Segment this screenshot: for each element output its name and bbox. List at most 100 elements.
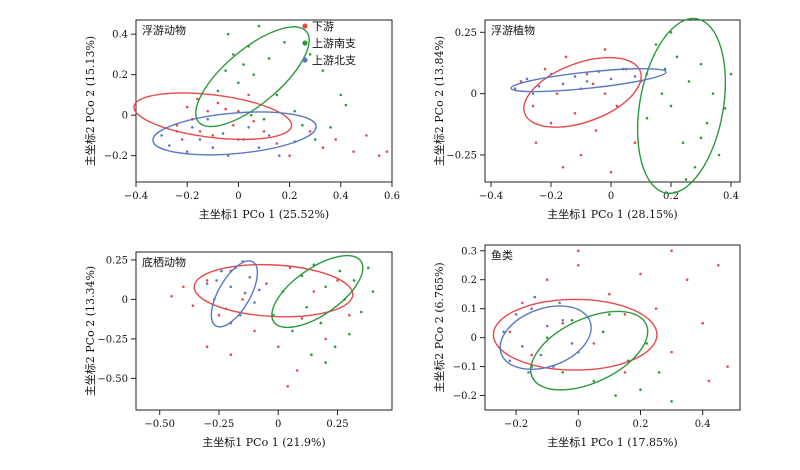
data-point-upstream-south	[305, 306, 308, 309]
data-point-upstream-north	[502, 330, 505, 334]
panel-title: 浮游动物	[142, 23, 186, 37]
data-point-upstream-south	[729, 72, 733, 76]
data-point-upstream-north	[257, 146, 261, 149]
data-point-downstream	[217, 313, 221, 317]
x-tick-label: 0	[608, 191, 614, 202]
x-tick-label: 0.25	[326, 419, 348, 430]
data-point-upstream-north	[167, 144, 171, 147]
data-point-downstream	[555, 92, 559, 95]
data-point-upstream-north	[521, 345, 524, 348]
data-point-downstream	[670, 249, 673, 253]
x-tick-label: 0.4	[333, 191, 349, 202]
data-point-upstream-south	[675, 55, 679, 59]
data-point-upstream-south	[257, 24, 261, 28]
confidence-ellipse-upstream-north	[510, 67, 667, 93]
data-point-upstream-south	[601, 330, 605, 334]
data-point-upstream-south	[321, 69, 325, 72]
data-point-downstream	[543, 67, 547, 71]
data-point-downstream	[198, 130, 202, 133]
data-point-downstream	[573, 111, 577, 115]
data-point-downstream	[592, 342, 596, 345]
data-point-downstream	[564, 55, 568, 59]
y-tick-label: 0	[122, 111, 128, 122]
data-point-downstream	[334, 138, 337, 141]
panel-title: 鱼类	[491, 248, 513, 262]
data-point-upstream-south	[293, 109, 297, 113]
data-point-upstream-south	[657, 371, 661, 374]
y-tick-label: −0.25	[446, 151, 477, 162]
data-point-upstream-south	[310, 353, 313, 357]
data-point-upstream-south	[705, 121, 709, 125]
data-point-upstream-north	[531, 92, 535, 95]
data-point-downstream	[224, 107, 227, 111]
data-point-upstream-south	[262, 117, 266, 121]
data-point-downstream	[521, 301, 524, 305]
data-point-downstream	[308, 130, 312, 133]
data-point-downstream	[216, 101, 220, 105]
data-point-upstream-north	[508, 359, 512, 363]
data-point-upstream-south	[693, 165, 697, 169]
data-point-upstream-south	[226, 32, 230, 36]
data-point-upstream-south	[670, 400, 673, 403]
data-point-upstream-south	[711, 92, 715, 95]
panel-zooplankton: −0.4 −0.2 0 0.2 0.4 0.6 −0.2 0 0.2 0.4 主坐标1 PCo 1 …	[83, 19, 400, 221]
data-point-downstream	[206, 109, 209, 113]
data-point-upstream-north	[229, 285, 233, 289]
legend-label: 上游北支	[312, 54, 356, 67]
data-point-upstream-south	[216, 89, 220, 93]
data-point-upstream-south	[366, 266, 370, 270]
data-point-upstream-south	[344, 103, 348, 107]
data-point-upstream-south	[660, 92, 664, 95]
x-axis-label: 主坐标1 PCo 1 (17.85%)	[547, 435, 677, 449]
data-point-upstream-south	[249, 113, 253, 117]
data-point-downstream	[286, 385, 290, 388]
confidence-ellipse-upstream-north	[152, 111, 317, 156]
data-point-downstream	[576, 249, 580, 253]
data-point-upstream-south	[275, 93, 279, 97]
x-tick-label: −0.4	[124, 191, 148, 202]
data-point-downstream	[531, 104, 535, 108]
plot-frame	[135, 19, 393, 183]
data-point-downstream	[603, 48, 607, 51]
y-tick-label: −0.50	[97, 374, 128, 385]
data-point-upstream-south	[723, 107, 727, 110]
x-tick-label: 0.6	[384, 191, 400, 202]
x-tick-label: −0.25	[204, 419, 235, 430]
data-point-downstream	[241, 298, 244, 301]
data-point-downstream	[608, 292, 611, 296]
data-point-downstream	[276, 345, 280, 349]
data-point-downstream	[623, 313, 627, 316]
data-point-downstream	[615, 104, 619, 108]
legend-marker	[302, 57, 308, 63]
confidence-ellipse-upstream-south	[195, 26, 310, 128]
data-point-downstream	[579, 153, 583, 157]
data-point-upstream-south	[684, 178, 688, 181]
data-point-downstream	[561, 165, 565, 169]
confidence-ellipse-downstream	[523, 56, 642, 128]
data-point-upstream-south	[663, 67, 667, 71]
data-point-upstream-north	[205, 282, 209, 285]
data-point-upstream-south	[561, 371, 565, 374]
data-point-downstream	[585, 72, 589, 76]
data-point-downstream	[247, 93, 250, 97]
y-tick-label: 0	[122, 295, 128, 306]
data-point-upstream-north	[215, 279, 218, 282]
data-point-downstream	[295, 369, 299, 372]
data-point-downstream	[576, 263, 580, 267]
data-point-upstream-south	[669, 30, 673, 34]
data-point-upstream-north	[561, 82, 565, 86]
data-point-upstream-north	[527, 371, 530, 374]
x-tick-label: 0	[235, 191, 241, 202]
data-point-upstream-north	[525, 77, 529, 81]
data-point-downstream	[321, 146, 325, 149]
data-point-upstream-south	[313, 138, 317, 141]
x-tick-label: −0.4	[479, 191, 503, 202]
data-point-downstream	[609, 170, 613, 174]
panel-title: 底栖动物	[142, 255, 186, 269]
data-point-downstream	[265, 282, 268, 285]
data-point-downstream	[180, 138, 184, 141]
data-point-downstream	[534, 141, 538, 145]
data-point-upstream-north	[533, 295, 537, 299]
y-tick-label: 0.25	[106, 255, 128, 266]
